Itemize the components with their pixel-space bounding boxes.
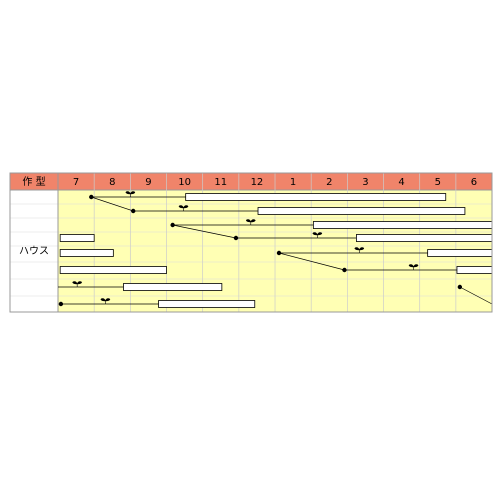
harvest-bar: [158, 300, 256, 308]
harvest-bar: [59, 234, 95, 242]
harvest-bar: [185, 193, 447, 201]
harvest-bar: [427, 249, 493, 257]
plant-mark: [245, 219, 256, 225]
frame: [9, 172, 493, 313]
harvest-bar: [59, 249, 114, 257]
label-cell: [10, 190, 58, 312]
harvest-bar: [456, 266, 493, 274]
month-label: 9: [145, 177, 151, 188]
plant-mark: [72, 281, 83, 287]
harvest-bar: [59, 266, 167, 274]
period-line: [278, 252, 345, 271]
month-label: 8: [109, 177, 115, 188]
plant-mark: [408, 264, 419, 270]
plant-mark: [125, 191, 136, 197]
harvest-bar: [312, 221, 493, 229]
harvest-bar: [356, 234, 493, 242]
period-line: [91, 196, 134, 212]
month-label: 10: [178, 177, 191, 188]
period-line: [459, 286, 493, 305]
month-label: 2: [326, 177, 332, 188]
sow-dot: [276, 250, 282, 256]
month-label: 6: [471, 177, 477, 188]
row-label: ハウス: [19, 245, 49, 257]
month-label: 12: [251, 177, 264, 188]
sow-dot: [58, 301, 64, 307]
harvest-bar: [123, 283, 223, 291]
header-title: 作 型: [22, 175, 45, 188]
month-label: 11: [214, 177, 227, 188]
plant-mark: [312, 232, 323, 238]
plant-mark: [100, 298, 111, 304]
period-line: [172, 224, 237, 239]
month-label: 3: [362, 177, 368, 188]
month-label: 4: [398, 177, 404, 188]
month-label: 1: [290, 177, 296, 188]
plant-mark: [354, 247, 365, 253]
month-label: 7: [73, 177, 79, 188]
plant-mark: [178, 205, 189, 211]
harvest-bar: [257, 207, 466, 215]
month-label: 5: [435, 177, 441, 188]
